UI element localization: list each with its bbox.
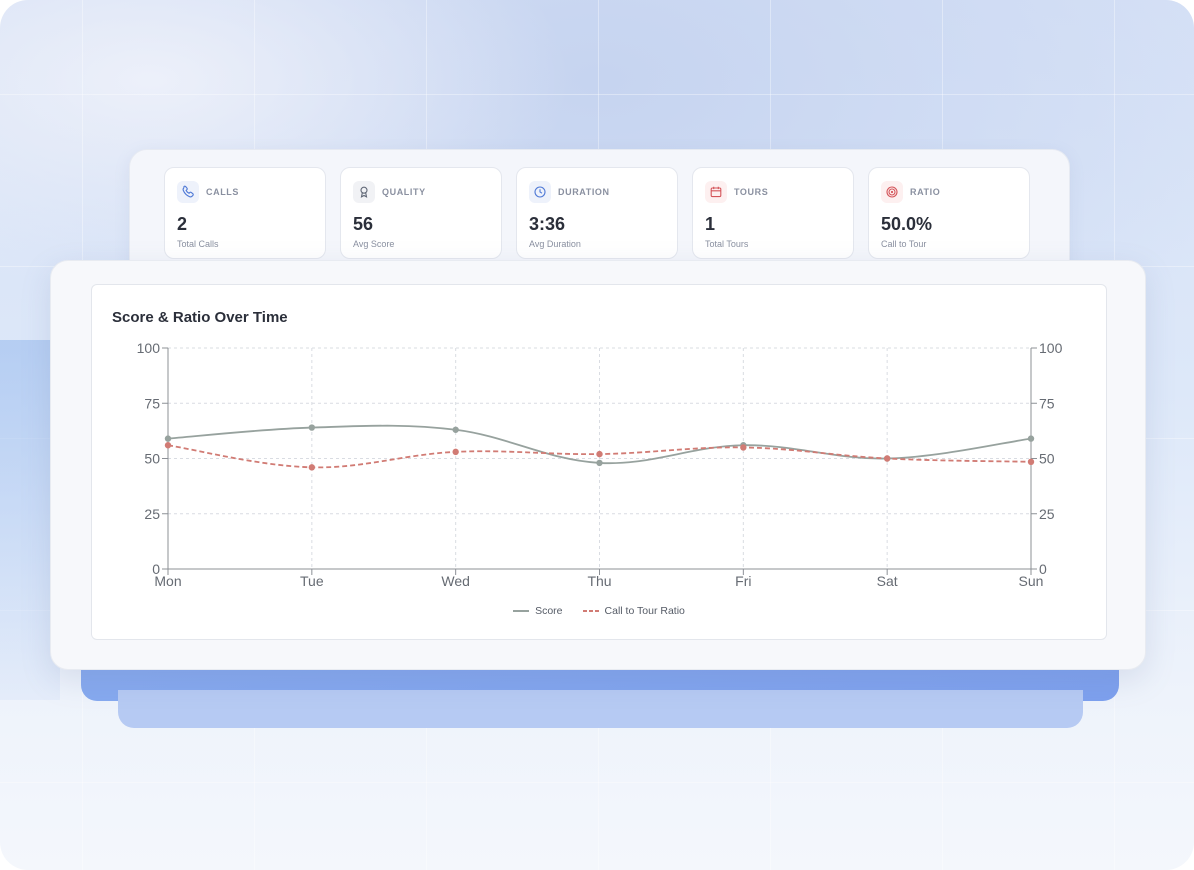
stat-card-tours: TOURS 1 Total Tours: [692, 167, 854, 259]
y-tick-label: 100: [137, 340, 161, 356]
data-point-score: [164, 435, 172, 442]
stat-value: 1: [705, 214, 716, 234]
y-tick-label: 75: [144, 395, 160, 411]
stat-label: RATIO: [910, 187, 941, 197]
x-tick-label: Sun: [1019, 573, 1044, 589]
legend-item[interactable]: Score: [513, 605, 563, 617]
stat-sublabel: Avg Duration: [529, 239, 581, 249]
stat-value: 56: [353, 214, 374, 234]
x-tick-label: Mon: [154, 573, 181, 589]
chart-panel: Score & Ratio Over Time 0 0 25 25 50 50 75 75 10…: [91, 284, 1107, 640]
stat-sublabel: Call to Tour: [881, 239, 927, 249]
line-chart: 0 0 25 25 50 50 75 75 100 100 Mon Tue Wed Thu Fri Sat Su…: [137, 340, 1063, 589]
legend-swatch: [513, 610, 530, 612]
phone-icon: [177, 181, 199, 203]
data-point-score: [452, 426, 459, 433]
legend-item[interactable]: Call to Tour Ratio: [582, 605, 685, 617]
stat-sublabel: Total Tours: [705, 239, 749, 249]
chart-card: Score & Ratio Over Time 0 0 25 25 50 50 75 75 10…: [50, 260, 1146, 670]
decorative-band-secondary: [118, 690, 1083, 728]
x-tick-label: Wed: [441, 573, 470, 589]
stat-card-calls: CALLS 2 Total Calls: [164, 167, 326, 259]
stat-card-quality: QUALITY 56 Avg Score: [340, 167, 502, 259]
legend-label: Score: [535, 605, 563, 617]
data-point-score: [596, 459, 603, 467]
stat-value: 2: [177, 214, 188, 234]
award-icon: [353, 181, 375, 203]
stat-label: QUALITY: [382, 187, 426, 197]
stat-sublabel: Avg Score: [353, 239, 395, 249]
stat-sublabel: Total Calls: [177, 239, 219, 249]
y2-tick-label: 25: [1039, 506, 1055, 522]
data-point-score: [1027, 435, 1035, 442]
data-point-call-to-tour-ratio: [308, 464, 316, 471]
chart-title: Score & Ratio Over Time: [112, 309, 288, 326]
data-point-call-to-tour-ratio: [740, 444, 747, 451]
y2-tick-label: 75: [1039, 395, 1055, 411]
stat-card-duration: DURATION 3:36 Avg Duration: [516, 167, 678, 259]
y-tick-label: 50: [144, 451, 160, 467]
stat-value: 3:36: [529, 214, 566, 234]
data-point-call-to-tour-ratio: [164, 442, 172, 449]
stat-label: DURATION: [558, 187, 610, 197]
legend-swatch: [582, 610, 599, 612]
stat-label: CALLS: [206, 187, 239, 197]
data-point-call-to-tour-ratio: [596, 450, 603, 458]
x-tick-label: Tue: [300, 573, 324, 589]
y-tick-label: 25: [144, 506, 160, 522]
y2-tick-label: 100: [1039, 340, 1063, 356]
calendar-icon: [705, 181, 727, 203]
x-tick-label: Sat: [877, 573, 898, 589]
x-tick-label: Thu: [587, 573, 611, 589]
data-point-call-to-tour-ratio: [883, 455, 891, 462]
y2-tick-label: 0: [1039, 561, 1047, 577]
stat-label: TOURS: [734, 187, 769, 197]
chart-legend: Score Call to Tour Ratio: [92, 605, 1106, 617]
legend-label: Call to Tour Ratio: [604, 605, 685, 617]
y-tick-label: 0: [152, 561, 160, 577]
stat-card-ratio: RATIO 50.0% Call to Tour: [868, 167, 1030, 259]
data-point-score: [308, 424, 316, 431]
target-icon: [881, 181, 903, 203]
x-tick-label: Fri: [735, 573, 751, 589]
clock-icon: [529, 181, 551, 203]
y2-tick-label: 50: [1039, 451, 1055, 467]
data-point-call-to-tour-ratio: [452, 448, 459, 456]
data-point-call-to-tour-ratio: [1027, 458, 1035, 466]
stat-value: 50.0%: [881, 214, 933, 234]
